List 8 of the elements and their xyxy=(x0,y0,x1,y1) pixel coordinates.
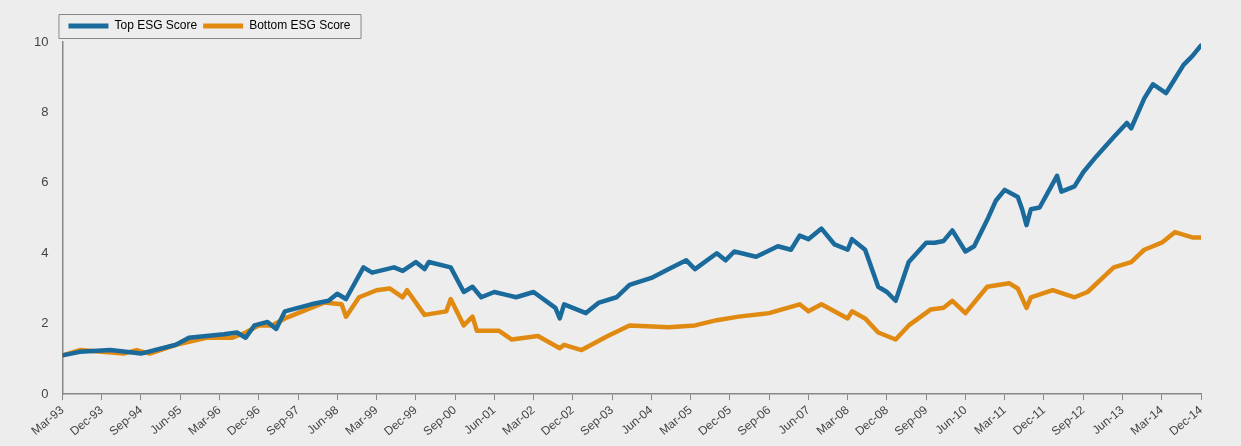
y-tick-label: 2 xyxy=(41,315,49,331)
y-tick-label: 10 xyxy=(33,33,49,49)
y-tick-label: 8 xyxy=(41,104,49,119)
y-tick-label: 6 xyxy=(41,174,49,190)
y-tick-label: 0 xyxy=(41,385,49,401)
y-tick-label: 4 xyxy=(41,244,49,260)
legend-label: Top ESG Score xyxy=(114,18,198,33)
legend-label: Bottom ESG Score xyxy=(249,18,351,33)
